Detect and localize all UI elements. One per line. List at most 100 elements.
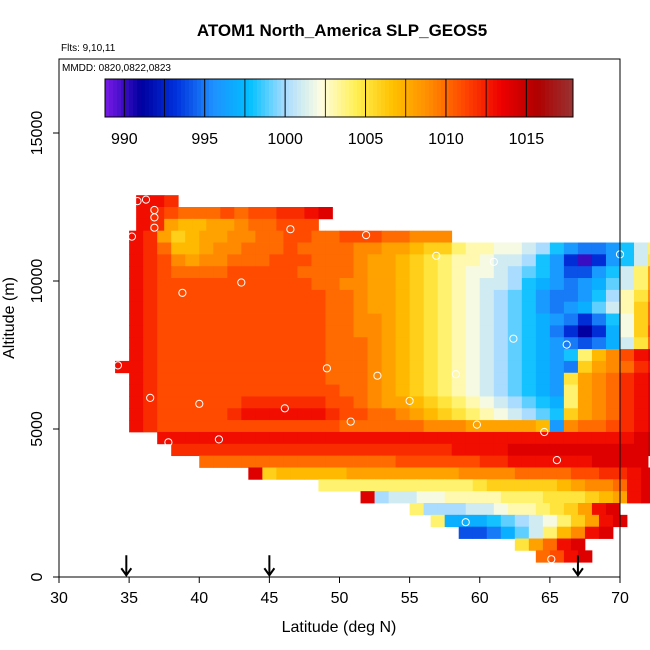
heatmap-cell	[241, 372, 256, 385]
heatmap-cell	[311, 230, 326, 243]
heatmap-cell	[311, 384, 326, 397]
flight-point	[552, 456, 562, 465]
heatmap-cell	[171, 384, 186, 397]
heatmap-cell	[157, 372, 172, 385]
heatmap-cell	[143, 301, 158, 314]
heatmap-cell	[634, 431, 649, 445]
heatmap-cell	[199, 349, 214, 362]
heatmap-cell	[563, 455, 579, 468]
heatmap-cell	[129, 349, 144, 362]
heatmap-cell	[620, 337, 635, 350]
heatmap-cell	[634, 443, 649, 457]
heatmap-cell	[430, 514, 446, 528]
heatmap-cell	[521, 349, 537, 362]
heatmap-cell	[227, 455, 242, 468]
heatmap-cell	[563, 254, 579, 267]
heatmap-cell	[255, 266, 270, 279]
heatmap-cell	[395, 325, 411, 338]
heatmap-cell	[465, 337, 481, 350]
heatmap-cell	[620, 443, 635, 457]
heatmap-cell	[199, 242, 214, 255]
heatmap-cell	[479, 431, 495, 445]
colorbar-swatch	[257, 79, 262, 117]
heatmap-cell	[451, 372, 467, 385]
heatmap-cell	[634, 349, 649, 362]
heatmap-cell	[297, 230, 312, 243]
heatmap-cell	[465, 242, 481, 255]
flight-point	[461, 518, 470, 527]
flight-point	[489, 257, 498, 266]
heatmap-cell	[584, 467, 600, 480]
heatmap-cell	[171, 408, 186, 421]
heatmap-cell	[479, 337, 495, 350]
heatmap-cell	[409, 349, 425, 362]
chart-title: ATOM1 North_America SLP_GEOS5	[197, 21, 487, 40]
heatmap-cell	[493, 443, 509, 457]
heatmap-cell	[213, 337, 228, 350]
heatmap-cell	[129, 266, 144, 279]
heatmap-cell	[634, 313, 649, 326]
heatmap-cell	[605, 384, 621, 397]
heatmap-cell	[423, 384, 439, 397]
heatmap-cell	[213, 384, 228, 397]
colorbar-tick-label: 995	[191, 131, 218, 148]
heatmap-cell	[199, 325, 214, 338]
heatmap-cell	[444, 467, 460, 480]
heatmap-cell	[556, 479, 572, 492]
heatmap-cell	[521, 254, 537, 267]
colorbar-swatch	[269, 79, 274, 117]
heatmap-cell	[171, 266, 186, 279]
heatmap-cell	[409, 313, 425, 326]
heatmap-cell	[185, 420, 200, 433]
heatmap-cell	[395, 266, 411, 279]
heatmap-cell	[213, 254, 228, 267]
heatmap-cell	[584, 514, 600, 528]
heatmap-cell	[409, 301, 425, 314]
heatmap-cell	[248, 467, 263, 480]
heatmap-cell	[409, 384, 425, 397]
heatmap-cell	[241, 443, 256, 457]
x-tick-label: 60	[471, 590, 489, 607]
flight-point	[150, 223, 159, 232]
heatmap-cell	[157, 384, 172, 397]
heatmap-cell	[185, 431, 200, 445]
heatmap-cell	[367, 242, 382, 255]
heatmap-cell	[493, 242, 509, 255]
heatmap-cell	[199, 443, 214, 457]
colorbar-swatch	[337, 79, 342, 117]
heatmap-cell	[402, 479, 418, 492]
heatmap-cell	[641, 467, 650, 480]
heatmap-cell	[143, 325, 158, 338]
x-axis-label: Latitude (deg N)	[282, 619, 397, 636]
heatmap-cell	[255, 396, 270, 409]
heatmap-cell	[143, 396, 158, 409]
heatmap-cell	[451, 325, 467, 338]
heatmap-cell	[620, 301, 635, 314]
heatmap-cell	[353, 372, 368, 385]
heatmap-cell	[465, 301, 481, 314]
heatmap-cell	[556, 467, 572, 480]
heatmap-cell	[423, 396, 439, 409]
x-tick-label: 45	[260, 590, 278, 607]
heatmap-cell	[297, 443, 312, 457]
heatmap-cell	[395, 289, 411, 303]
heatmap-cell	[570, 526, 586, 539]
heatmap-cell	[269, 384, 284, 397]
heatmap-cell	[409, 420, 425, 433]
heatmap-cell	[129, 289, 144, 303]
heatmap-cell	[381, 313, 396, 326]
heatmap-cell	[255, 254, 270, 267]
heatmap-cell	[185, 384, 200, 397]
heatmap-cell	[353, 266, 368, 279]
heatmap-cell	[325, 349, 340, 362]
heatmap-cell	[290, 207, 305, 220]
heatmap-cell	[227, 337, 242, 350]
heatmap-cell	[556, 514, 572, 528]
heatmap-cell	[423, 503, 439, 516]
heatmap-cell	[514, 526, 530, 539]
heatmap-cell	[283, 384, 298, 397]
heatmap-cell	[213, 230, 228, 243]
colorbar-swatch	[189, 79, 194, 117]
heatmap-cell	[171, 278, 186, 291]
heatmap-cell	[297, 455, 312, 468]
